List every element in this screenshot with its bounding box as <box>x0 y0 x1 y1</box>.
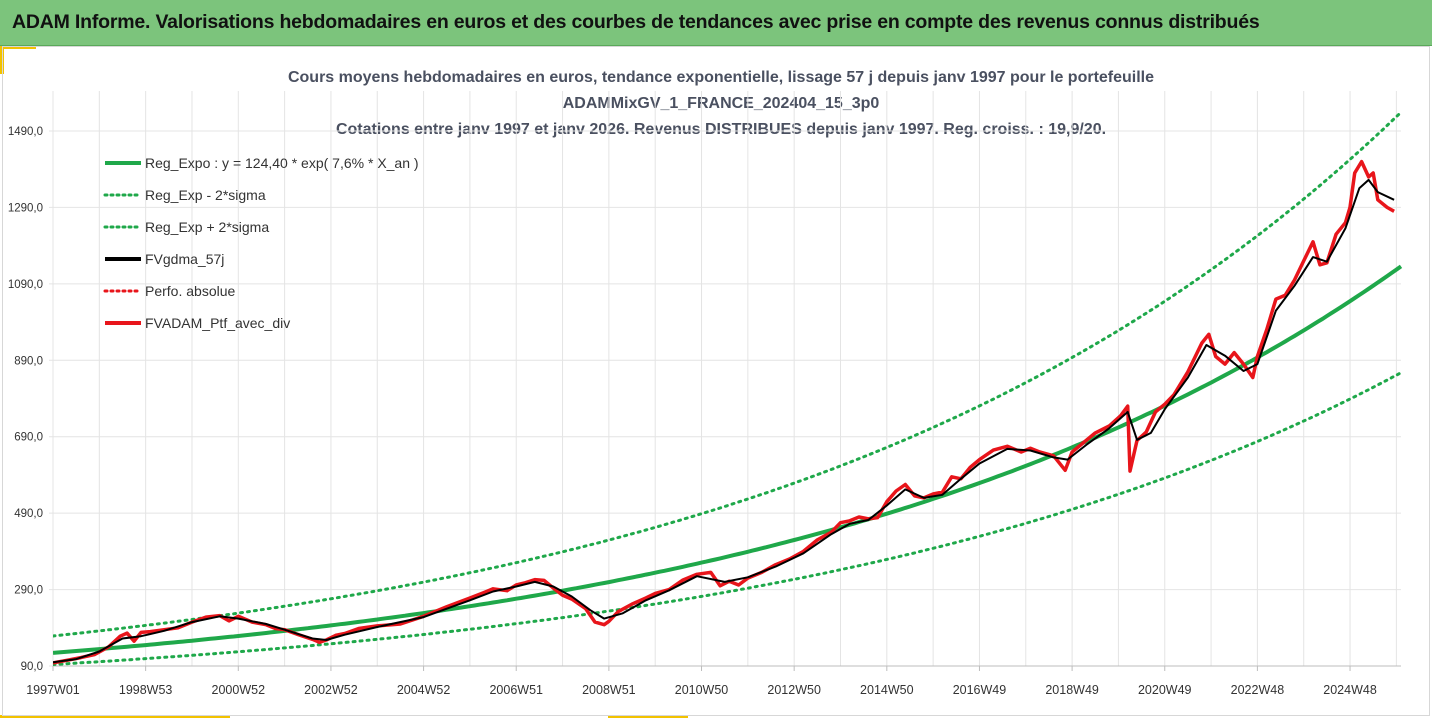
legend-label: Perfo. absolue <box>145 283 235 299</box>
x-tick-label: 2018W49 <box>1045 683 1099 697</box>
x-tick-label: 2014W50 <box>860 683 914 697</box>
x-tick-label: 2024W48 <box>1323 683 1377 697</box>
x-tick-label: 1998W53 <box>119 683 173 697</box>
axes: 90,0 290,0 490,0 690,0 890,0 1090,0 1290,0 1490… <box>8 126 1401 697</box>
legend: Reg_Expo : y = 124,40 * exp( 7,6% * X_an… <box>103 155 419 331</box>
y-tick-label: 90,0 <box>21 661 43 673</box>
chart-title-line-1: Cours moyens hebdomadaires en euros, ten… <box>288 69 1154 86</box>
legend-label: Reg_Expo : y = 124,40 * exp( 7,6% * X_an… <box>145 155 419 171</box>
x-tick-label: 2010W50 <box>675 683 729 697</box>
x-tick-label: 2020W49 <box>1138 683 1192 697</box>
x-tick-label: 2022W48 <box>1231 683 1285 697</box>
reg-expo-line <box>53 264 1403 655</box>
legend-label: FVADAM_Ptf_avec_div <box>145 315 290 331</box>
x-tick-label: 2008W51 <box>582 683 636 697</box>
chart-title-line-2: ADAMMixGV_1_FRANCE_202404_15_3p0 <box>563 95 880 112</box>
y-tick-label: 690,0 <box>14 432 43 444</box>
x-tick-label: 2004W52 <box>397 683 451 697</box>
legend-label: Reg_Exp + 2*sigma <box>145 219 269 235</box>
x-tick-label: 2016W49 <box>953 683 1007 697</box>
x-tick-label: 2006W51 <box>489 683 543 697</box>
x-tick-label: 1997W01 <box>26 683 80 697</box>
chart-title: Cours moyens hebdomadaires en euros, ten… <box>288 69 1154 138</box>
chart-title-line-3: Cotations entre janv 1997 et janv 2026. … <box>336 121 1106 138</box>
accent-bar-bottom-mid <box>608 715 688 718</box>
accent-bar-bottom <box>0 715 230 718</box>
x-tick-label: 2000W52 <box>212 683 266 697</box>
header-banner: ADAM Informe. Valorisations hebdomadaire… <box>0 0 1432 46</box>
x-tick-label: 2002W52 <box>304 683 358 697</box>
legend-label: FVgdma_57j <box>145 251 224 267</box>
ptf-avec-div-line <box>53 159 1395 665</box>
y-tick-label: 490,0 <box>14 508 43 520</box>
y-tick-label: 1290,0 <box>8 202 43 214</box>
y-tick-label: 290,0 <box>14 585 43 597</box>
gdma-57j-line <box>53 178 1395 664</box>
reg-plus-2sigma-line <box>53 110 1403 638</box>
reg-minus-2sigma-line <box>53 371 1403 666</box>
y-tick-label: 1490,0 <box>8 126 43 138</box>
chart-frame: Cours moyens hebdomadaires en euros, ten… <box>2 46 1430 716</box>
series <box>53 110 1403 666</box>
plot-area <box>53 110 1403 666</box>
legend-label: Reg_Exp - 2*sigma <box>145 187 266 203</box>
y-tick-label: 890,0 <box>14 355 43 367</box>
y-tick-label: 1090,0 <box>8 279 43 291</box>
chart-svg: Cours moyens hebdomadaires en euros, ten… <box>8 69 1403 697</box>
x-tick-label: 2012W50 <box>767 683 821 697</box>
accent-bar-top <box>0 46 36 49</box>
grid-lines <box>49 91 1401 667</box>
page-title: ADAM Informe. Valorisations hebdomadaire… <box>12 11 1260 33</box>
